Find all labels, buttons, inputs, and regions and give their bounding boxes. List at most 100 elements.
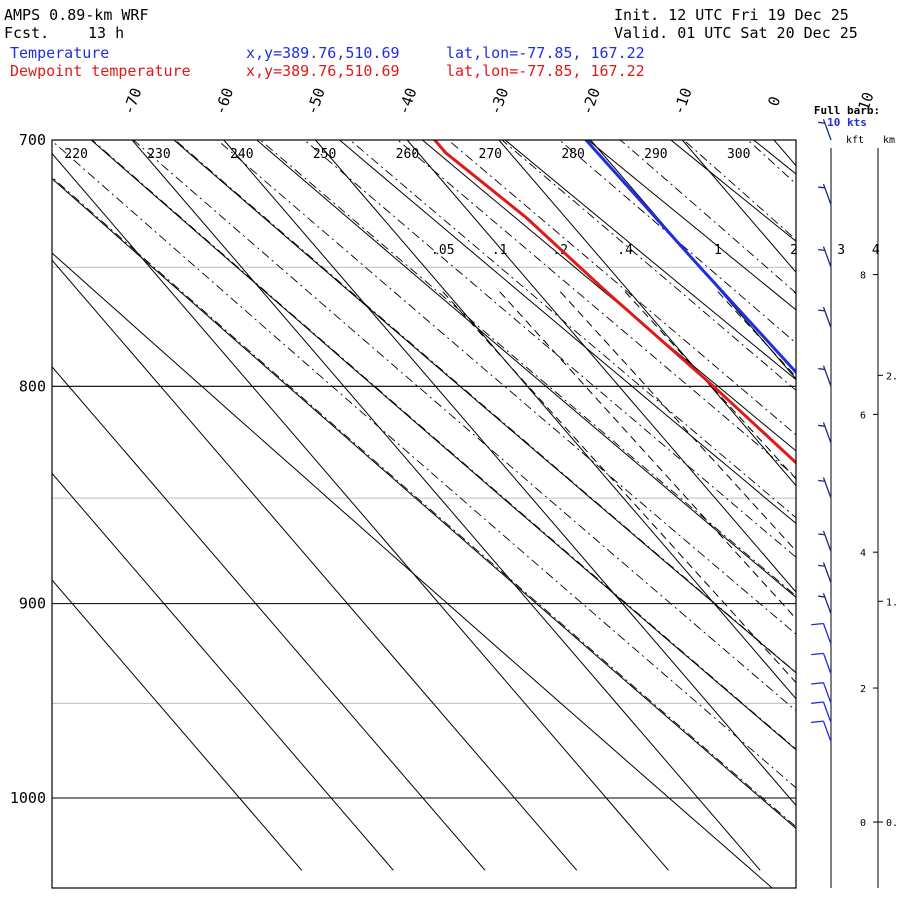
km-tick-label: 2. bbox=[886, 371, 898, 382]
theta-label: 220 bbox=[64, 147, 87, 162]
isotherm-label: 10 bbox=[854, 90, 877, 113]
dry-adiabat bbox=[504, 140, 796, 381]
theta-label: 260 bbox=[396, 147, 419, 162]
kft-tick-label: 8 bbox=[860, 271, 866, 282]
wind-barb bbox=[811, 682, 832, 704]
mixing-ratio-line bbox=[442, 291, 796, 684]
isotherm-line bbox=[223, 140, 796, 807]
isotherm-label: -20 bbox=[578, 85, 604, 117]
wind-barbs bbox=[811, 119, 832, 743]
dewpoint-trace bbox=[433, 140, 796, 465]
height-scale: 0 2 4 6 8 0. 1. 2. bbox=[860, 271, 898, 829]
theta-label: 300 bbox=[727, 147, 750, 162]
sounding-traces bbox=[433, 140, 796, 465]
legend-dewpoint-name: Dewpoint temperature bbox=[10, 62, 191, 80]
theta-label: 240 bbox=[230, 147, 253, 162]
isotherm-label: -10 bbox=[670, 85, 696, 117]
kft-tick-label: 0 bbox=[860, 818, 866, 829]
wind-barb bbox=[818, 306, 832, 328]
mixing-ratio-label: 2 bbox=[790, 243, 798, 258]
legend-temperature-xy: x,y=389.76,510.69 bbox=[246, 44, 400, 62]
dry-adiabat bbox=[557, 0, 900, 888]
kft-tick-label: 6 bbox=[860, 410, 866, 421]
mixing-ratio-line bbox=[717, 291, 796, 378]
km-axis-label: km bbox=[883, 135, 895, 146]
wind-barb bbox=[818, 246, 832, 268]
plot-frame bbox=[51, 139, 797, 889]
moist-adiabat bbox=[501, 140, 796, 391]
isotherm-label: -70 bbox=[119, 85, 145, 117]
wind-barb bbox=[818, 365, 832, 387]
kft-tick-label: 4 bbox=[860, 548, 866, 559]
mixing-ratio-line bbox=[624, 291, 796, 480]
theta-label: 230 bbox=[147, 147, 170, 162]
wind-barb bbox=[811, 622, 832, 645]
legend-dewpoint-latlon: lat,lon=-77.85, 167.22 bbox=[446, 62, 645, 80]
dry-adiabat bbox=[52, 252, 773, 888]
forecast-label: Fcst. bbox=[4, 24, 50, 42]
pressure-tick-900: 900 bbox=[19, 595, 46, 613]
dry-adiabat bbox=[402, 0, 900, 888]
dry-adiabat bbox=[324, 0, 900, 888]
legend-dewpoint-xy: x,y=389.76,510.69 bbox=[246, 62, 400, 80]
mixing-ratio-line bbox=[793, 291, 796, 295]
moist-adiabat bbox=[506, 0, 900, 888]
isotherm-line bbox=[52, 472, 394, 871]
barb-note-line1: Full barb: bbox=[814, 104, 880, 117]
isotherm-line bbox=[498, 140, 796, 487]
isotherm-label: 0 bbox=[764, 94, 784, 109]
isotherm-line bbox=[52, 365, 486, 871]
km-tick-label: 0. bbox=[886, 818, 898, 829]
moist-adiabat bbox=[365, 0, 900, 888]
isotherm-label: -50 bbox=[303, 85, 329, 117]
theta-label: 250 bbox=[313, 147, 336, 162]
theta-label: 280 bbox=[561, 147, 584, 162]
isotherm-label: -40 bbox=[394, 85, 420, 117]
dry-adiabat bbox=[752, 140, 796, 175]
isotherm-line bbox=[131, 140, 761, 871]
dry-adiabat bbox=[670, 140, 796, 242]
kft-axis-label: kft bbox=[846, 135, 864, 146]
mixing-ratio-line bbox=[499, 291, 796, 620]
wind-barb bbox=[818, 477, 832, 499]
mixing-ratio-label: .1 bbox=[492, 243, 508, 258]
forecast-hour: 13 h bbox=[88, 24, 125, 42]
wind-barb bbox=[818, 562, 832, 584]
dry-adiabat bbox=[479, 0, 900, 888]
isotherm-line bbox=[406, 140, 796, 593]
barb-note-line2: 10 kts bbox=[827, 116, 867, 129]
moist-adiabat bbox=[619, 140, 796, 294]
wind-barb bbox=[811, 720, 832, 743]
isotherm-line bbox=[681, 140, 796, 273]
wind-barb bbox=[818, 422, 832, 444]
mixing-ratio-label: 3 bbox=[837, 243, 845, 258]
wind-barb bbox=[811, 701, 832, 723]
model-title: AMPS 0.89-km WRF bbox=[4, 6, 149, 24]
isotherm-line bbox=[866, 140, 900, 870]
wind-barb bbox=[818, 530, 832, 552]
moist-adiabat bbox=[747, 140, 796, 185]
mixing-ratio-label: .05 bbox=[431, 243, 454, 258]
wind-barb bbox=[811, 652, 832, 675]
init-time: Init. 12 UTC Fri 19 Dec 25 bbox=[614, 6, 849, 24]
wind-barb bbox=[818, 119, 832, 141]
diagram-labels: 700 800 900 1000 -70 -60 -50 -40 -30 -20 -10 0 10 220… bbox=[10, 85, 880, 807]
mixing-ratio-label: 1 bbox=[714, 243, 722, 258]
isotherm-label: -60 bbox=[211, 85, 237, 117]
isotherm-line bbox=[52, 579, 303, 871]
km-tick-label: 1. bbox=[886, 597, 898, 608]
